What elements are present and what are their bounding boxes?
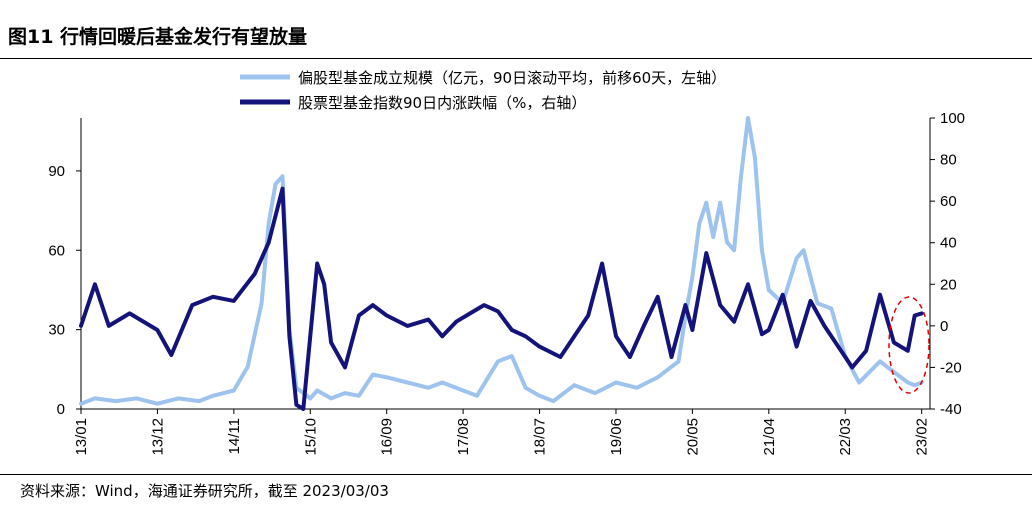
right-tick-label: 0 (940, 318, 948, 335)
x-axis-ticks: 13/01 13/12 14/11 15/10 16/09 17/08 18/07 19/06… (73, 409, 931, 456)
right-tick-label: -40 (940, 401, 962, 418)
x-tick-label: 21/04 (761, 418, 778, 456)
left-tick-label: 60 (48, 242, 65, 259)
source-note: 资料来源：Wind，海通证券研究所，截至 2023/03/03 (20, 482, 389, 500)
right-tick-label: -20 (940, 359, 962, 376)
legend-label-index-change: 股票型基金指数90日内涨跌幅（%，右轴） (298, 94, 586, 112)
left-tick-label: 0 (57, 401, 65, 418)
legend: 偏股型基金成立规模（亿元，90日滚动平均，前移60天，左轴） 股票型基金指数90… (240, 69, 726, 112)
x-tick-label: 19/06 (608, 418, 625, 456)
title-rule (0, 58, 1032, 59)
right-tick-label: 20 (940, 276, 957, 293)
x-tick-label: 23/02 (914, 418, 931, 456)
right-tick-label: 100 (940, 110, 965, 127)
left-tick-label: 30 (48, 322, 65, 339)
x-tick-label: 13/12 (149, 418, 166, 456)
x-tick-label: 16/09 (379, 418, 396, 456)
highlight-ellipse (888, 296, 930, 394)
left-tick-label: 90 (48, 163, 65, 180)
figure-title: 图11 行情回暖后基金发行有望放量 (8, 26, 308, 48)
right-tick-label: 60 (940, 193, 957, 210)
x-tick-label: 22/03 (837, 418, 854, 456)
right-tick-label: 40 (940, 235, 957, 252)
x-tick-label: 17/08 (455, 418, 472, 456)
series-line-fund-size (79, 116, 924, 406)
x-tick-label: 13/01 (73, 418, 90, 456)
x-tick-label: 14/11 (226, 418, 243, 454)
footer-rule (0, 474, 1032, 475)
x-tick-label: 20/05 (684, 418, 701, 456)
x-tick-label: 15/10 (302, 418, 319, 456)
series-line-index-change (79, 186, 924, 411)
right-y-ticks: -40 -20 0 20 40 60 80 100 (930, 110, 965, 418)
series-layer (79, 116, 924, 411)
x-tick-label: 18/07 (532, 418, 549, 456)
left-y-ticks: 0 30 60 90 (48, 163, 81, 418)
right-tick-label: 80 (940, 152, 957, 169)
line-chart: 偏股型基金成立规模（亿元，90日滚动平均，前移60天，左轴） 股票型基金指数90… (48, 69, 965, 456)
legend-label-fund-size: 偏股型基金成立规模（亿元，90日滚动平均，前移60天，左轴） (298, 69, 726, 87)
